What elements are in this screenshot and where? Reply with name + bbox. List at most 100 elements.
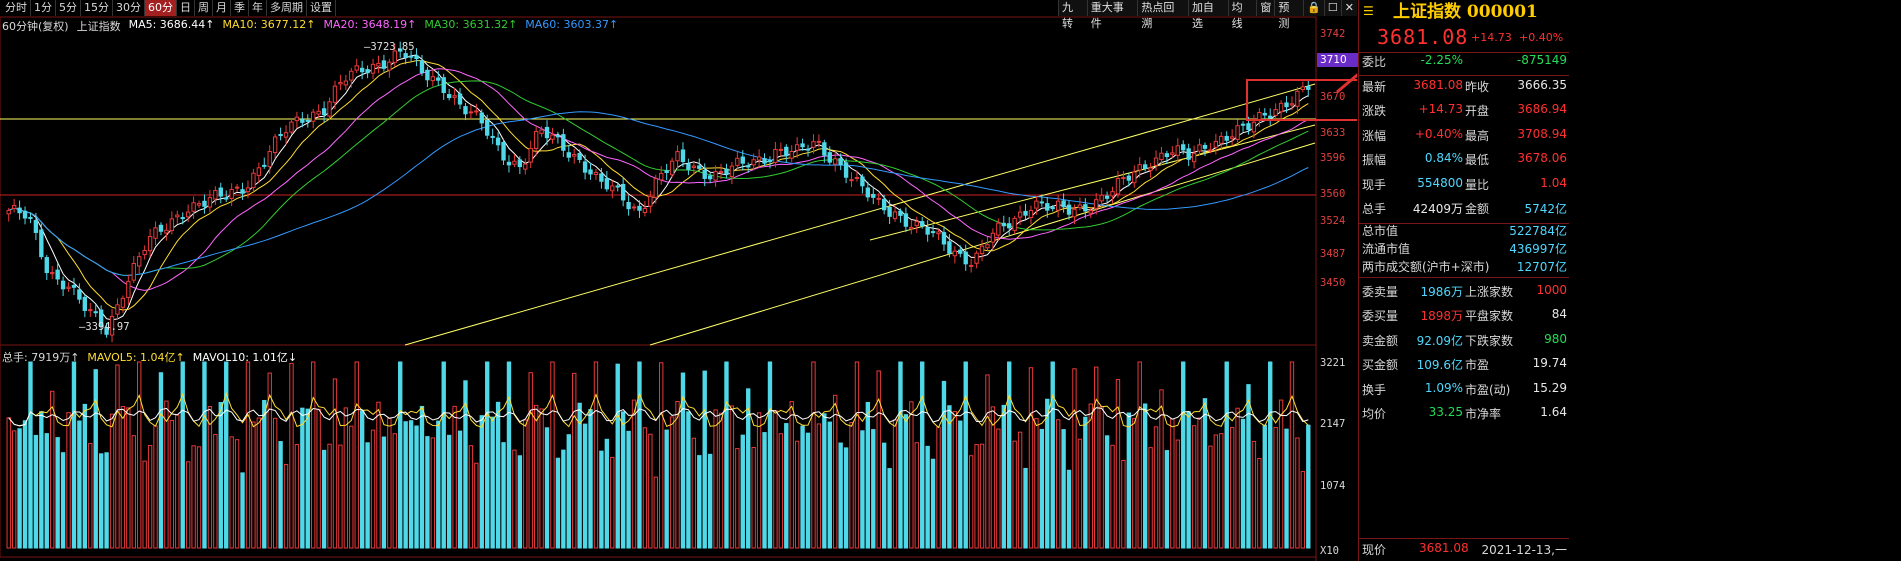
chart-tool-2[interactable]: 热点回溯 [1137, 0, 1188, 30]
volume-bar [979, 443, 985, 549]
candle-body [267, 151, 272, 168]
volume-bar [930, 458, 936, 549]
period-tab-2[interactable]: 5分 [56, 0, 81, 16]
candle-body [740, 156, 745, 164]
volume-bar [39, 411, 44, 549]
quote-l2: 市净率 [1465, 407, 1502, 421]
chart-tool-7[interactable]: 🔒 [1303, 0, 1324, 16]
candle-body [1050, 207, 1055, 210]
candle-body [1088, 210, 1093, 214]
candle-body [77, 289, 82, 300]
candle-body [648, 195, 653, 207]
ma5-line [8, 54, 1309, 321]
quote-l2: 最高 [1465, 128, 1490, 143]
period-tab-3[interactable]: 15分 [81, 0, 113, 16]
volume-bar [55, 437, 60, 549]
volume-bar [22, 420, 28, 549]
volume-bar [865, 401, 871, 549]
candle-body [963, 251, 968, 265]
quote-l2: 开盘 [1465, 104, 1490, 118]
volume-bar [1142, 403, 1148, 549]
volume-bar [1061, 429, 1066, 549]
period-tab-5[interactable]: 60分 [145, 0, 177, 16]
chart-tool-5[interactable]: 窗 [1256, 0, 1275, 16]
volume-bar [452, 405, 457, 549]
candle-body [1224, 135, 1229, 141]
quote-single-value: 522784亿 [1509, 223, 1567, 238]
price-axis-label: 3670 [1320, 91, 1346, 103]
chart-tool-0[interactable]: 九转 [1058, 0, 1087, 30]
footer-price: 3681.08 [1419, 541, 1469, 555]
period-tab-11[interactable]: 多周期 [267, 0, 307, 16]
candle-body [338, 81, 343, 85]
footer-label: 现价 [1362, 543, 1387, 557]
candle-body [1262, 112, 1267, 116]
quote-v2: 3678.06 [1517, 151, 1567, 165]
price-axis-label: 3487 [1320, 248, 1346, 260]
volume-bar [746, 388, 751, 549]
volume-bar [936, 426, 941, 549]
candle-body [283, 132, 289, 138]
candle-body [930, 231, 936, 234]
period-tab-7[interactable]: 周 [195, 0, 213, 16]
menu-icon[interactable]: ☰ [1363, 4, 1374, 18]
period-tab-6[interactable]: 日 [177, 0, 195, 16]
volume-bar [1066, 469, 1072, 549]
volume-bar [60, 452, 66, 549]
period-tab-12[interactable]: 设置 [307, 0, 336, 16]
period-tab-4[interactable]: 30分 [113, 0, 145, 16]
ma10-value: MA10: 3677.12↑ [222, 18, 316, 31]
candle-body [229, 188, 234, 199]
candle-body [974, 252, 979, 264]
ma60-value: MA60: 3603.37↑ [525, 18, 619, 31]
quote-single-label: 两市成交额(沪市+深市) [1362, 259, 1490, 274]
ma30-line [8, 80, 1309, 276]
volume-bar [713, 409, 718, 549]
candle-body [533, 131, 539, 150]
price-axis-label: 3524 [1320, 215, 1346, 227]
quote-v2: 1000 [1536, 282, 1567, 297]
chart-tool-1[interactable]: 重大事件 [1086, 0, 1138, 30]
volume-bar [245, 361, 251, 549]
kline-chart-svg[interactable] [0, 0, 1357, 561]
volume-bar [1023, 467, 1028, 549]
volume-bar [963, 361, 968, 549]
volume-bar [338, 444, 343, 549]
candle-body [88, 309, 93, 312]
chart-tool-6[interactable]: 预测 [1274, 0, 1304, 30]
period-tab-9[interactable]: 季 [231, 0, 249, 16]
quote-v2: 3686.94 [1517, 102, 1567, 116]
chart-tool-4[interactable]: 均线 [1227, 0, 1257, 30]
footer-date: 2021-12-13,一 [1481, 543, 1567, 557]
volume-bar [555, 457, 561, 549]
volume-bar [631, 399, 637, 549]
quote-v1: 109.6亿 [1416, 358, 1463, 372]
quote-v2: 19.74 [1532, 356, 1567, 370]
quote-single-row: 两市成交额(沪市+深市) 12707亿 [1359, 258, 1569, 276]
mavol10-value: MAVOL10: 1.01亿↓ [192, 351, 298, 364]
kline-chart-area[interactable]: 分时 1分 5分 15分 30分 60分日周月季年多周期 设置 九转 重大事件 热点回溯 加自选均… [0, 0, 1360, 561]
period-tab-10[interactable]: 年 [249, 0, 267, 16]
volume-bar [11, 430, 17, 549]
chart-tool-3[interactable]: 加自选 [1187, 0, 1228, 30]
volume-bar [805, 432, 811, 549]
period-tab-0[interactable]: 分时 [2, 0, 31, 16]
period-tab-8[interactable]: 月 [213, 0, 231, 16]
candle-body [245, 187, 251, 193]
volume-bar [501, 442, 506, 549]
quote-l1: 换手 [1362, 382, 1387, 397]
volume-bar [550, 361, 555, 549]
candle-body [11, 205, 17, 210]
volume-bar [408, 420, 414, 549]
candle-body [659, 172, 664, 181]
candle-body [343, 80, 349, 86]
chart-tool-8[interactable]: ☐ [1323, 0, 1341, 16]
candle-body [376, 62, 381, 67]
volume-bar [272, 417, 278, 549]
candle-body [1175, 145, 1180, 156]
period-tab-1[interactable]: 1分 [31, 0, 56, 16]
volume-bar [1224, 361, 1229, 549]
chart-tool-9[interactable]: ✕ [1340, 0, 1357, 16]
volume-bar [474, 462, 479, 549]
quote-row: 卖金额 92.09亿 下跌家数 980 [1359, 332, 1569, 353]
